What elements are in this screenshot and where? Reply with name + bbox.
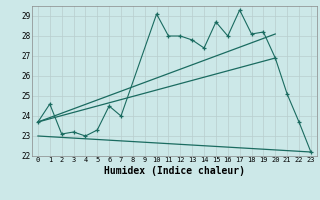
X-axis label: Humidex (Indice chaleur): Humidex (Indice chaleur) <box>104 166 245 176</box>
